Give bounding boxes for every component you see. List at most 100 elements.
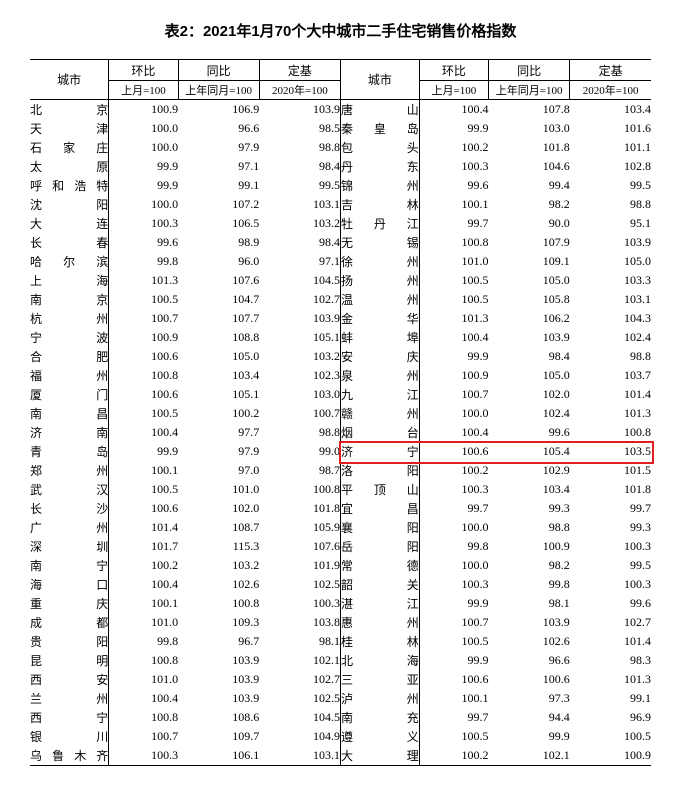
- base-cell: 101.8: [259, 499, 340, 518]
- city-cell: 金华: [340, 309, 419, 328]
- table-row: 哈尔滨99.896.097.1徐州101.0109.1105.0: [30, 252, 651, 271]
- table-row: 长沙100.6102.0101.8宜昌99.799.399.7: [30, 499, 651, 518]
- city-cell: 宜昌: [340, 499, 419, 518]
- yoy-cell: 103.9: [489, 328, 570, 347]
- mom-cell: 99.9: [419, 119, 488, 138]
- base-cell: 103.9: [570, 233, 651, 252]
- table-row: 重庆100.1100.8100.3湛江99.998.199.6: [30, 594, 651, 613]
- table-row: 郑州100.197.098.7洛阳100.2102.9101.5: [30, 461, 651, 480]
- table-row: 昆明100.8103.9102.1北海99.996.698.3: [30, 651, 651, 670]
- base-cell: 101.5: [570, 461, 651, 480]
- table-row: 深圳101.7115.3107.6岳阳99.8100.9100.3: [30, 537, 651, 556]
- yoy-cell: 103.0: [489, 119, 570, 138]
- base-cell: 103.8: [259, 613, 340, 632]
- city-cell: 厦门: [30, 385, 109, 404]
- base-cell: 102.7: [570, 613, 651, 632]
- yoy-cell: 109.1: [489, 252, 570, 271]
- city-cell: 上海: [30, 271, 109, 290]
- mom-cell: 100.1: [419, 195, 488, 214]
- base-cell: 100.3: [570, 537, 651, 556]
- mom-cell: 100.3: [419, 480, 488, 499]
- yoy-cell: 90.0: [489, 214, 570, 233]
- city-cell: 襄阳: [340, 518, 419, 537]
- table-row: 南昌100.5100.2100.7赣州100.0102.4101.3: [30, 404, 651, 423]
- city-cell: 温州: [340, 290, 419, 309]
- city-cell: 南京: [30, 290, 109, 309]
- yoy-cell: 98.2: [489, 556, 570, 575]
- yoy-cell: 107.7: [178, 309, 259, 328]
- mom-cell: 100.1: [109, 594, 178, 613]
- mom-cell: 101.0: [109, 670, 178, 689]
- yoy-cell: 97.1: [178, 157, 259, 176]
- yoy-cell: 96.6: [489, 651, 570, 670]
- base-cell: 103.5: [570, 442, 651, 461]
- base-cell: 99.6: [570, 594, 651, 613]
- mom-cell: 100.7: [419, 385, 488, 404]
- city-cell: 成都: [30, 613, 109, 632]
- base-cell: 102.5: [259, 575, 340, 594]
- mom-cell: 100.2: [419, 461, 488, 480]
- mom-cell: 100.9: [419, 366, 488, 385]
- mom-cell: 100.0: [419, 556, 488, 575]
- yoy-cell: 98.9: [178, 233, 259, 252]
- mom-cell: 100.2: [109, 556, 178, 575]
- city-cell: 南昌: [30, 404, 109, 423]
- mom-cell: 99.7: [419, 214, 488, 233]
- mom-cell: 100.1: [109, 461, 178, 480]
- base-cell: 101.3: [570, 670, 651, 689]
- yoy-cell: 105.1: [178, 385, 259, 404]
- base-cell: 99.1: [570, 689, 651, 708]
- subheader-base-right: 2020年=100: [570, 81, 651, 100]
- city-cell: 乌鲁木齐: [30, 746, 109, 766]
- header-base-left: 定基: [259, 60, 340, 81]
- yoy-cell: 102.6: [178, 575, 259, 594]
- mom-cell: 100.4: [109, 575, 178, 594]
- base-cell: 98.8: [570, 195, 651, 214]
- yoy-cell: 102.0: [178, 499, 259, 518]
- mom-cell: 100.4: [109, 423, 178, 442]
- mom-cell: 100.4: [419, 423, 488, 442]
- yoy-cell: 96.6: [178, 119, 259, 138]
- city-cell: 泸州: [340, 689, 419, 708]
- base-cell: 100.9: [570, 746, 651, 766]
- mom-cell: 99.9: [419, 594, 488, 613]
- price-index-table: 城市 环比 同比 定基 城市 环比 同比 定基 上月=100 上年同月=100 …: [30, 59, 651, 766]
- base-cell: 102.7: [259, 670, 340, 689]
- city-cell: 丹东: [340, 157, 419, 176]
- base-cell: 102.7: [259, 290, 340, 309]
- table-row: 南宁100.2103.2101.9常德100.098.299.5: [30, 556, 651, 575]
- base-cell: 99.7: [570, 499, 651, 518]
- mom-cell: 100.3: [109, 214, 178, 233]
- city-cell: 海口: [30, 575, 109, 594]
- header-city-right: 城市: [340, 60, 419, 100]
- base-cell: 103.3: [570, 271, 651, 290]
- city-cell: 武汉: [30, 480, 109, 499]
- yoy-cell: 109.3: [178, 613, 259, 632]
- table-row: 贵阳99.896.798.1桂林100.5102.6101.4: [30, 632, 651, 651]
- yoy-cell: 103.9: [178, 670, 259, 689]
- base-cell: 102.5: [259, 689, 340, 708]
- base-cell: 101.4: [570, 385, 651, 404]
- yoy-cell: 99.4: [489, 176, 570, 195]
- base-cell: 103.4: [570, 100, 651, 120]
- mom-cell: 101.0: [109, 613, 178, 632]
- header-mom-right: 环比: [419, 60, 488, 81]
- city-cell: 南宁: [30, 556, 109, 575]
- header-yoy-right: 同比: [489, 60, 570, 81]
- yoy-cell: 105.8: [489, 290, 570, 309]
- base-cell: 102.1: [259, 651, 340, 670]
- mom-cell: 100.4: [419, 100, 488, 120]
- table-row: 武汉100.5101.0100.8平顶山100.3103.4101.8: [30, 480, 651, 499]
- yoy-cell: 104.7: [178, 290, 259, 309]
- yoy-cell: 99.6: [489, 423, 570, 442]
- yoy-cell: 103.4: [178, 366, 259, 385]
- city-cell: 长沙: [30, 499, 109, 518]
- mom-cell: 101.3: [109, 271, 178, 290]
- table-row: 杭州100.7107.7103.9金华101.3106.2104.3: [30, 309, 651, 328]
- table-row: 银川100.7109.7104.9遵义100.599.9100.5: [30, 727, 651, 746]
- mom-cell: 99.7: [419, 708, 488, 727]
- base-cell: 98.1: [259, 632, 340, 651]
- city-cell: 济南: [30, 423, 109, 442]
- mom-cell: 100.7: [419, 613, 488, 632]
- table-row: 长春99.698.998.4无锡100.8107.9103.9: [30, 233, 651, 252]
